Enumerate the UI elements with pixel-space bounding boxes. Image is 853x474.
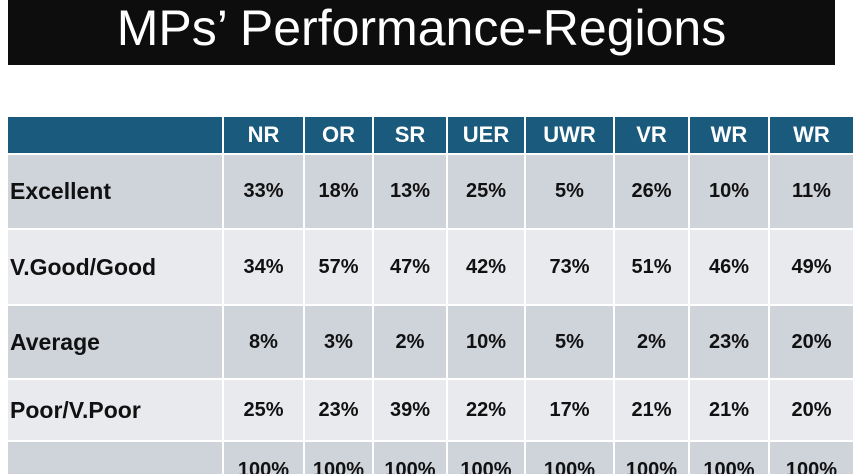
table-header-row: NR OR SR UER UWR VR WR WR	[8, 117, 853, 155]
total-value: 100%	[460, 459, 512, 474]
table-row-poor-vpoor: Poor/V.Poor 25% 23% 39% 22% 17% 21% 21% …	[8, 380, 853, 442]
table-cell: 5%	[526, 155, 615, 230]
header-cell-uwr: UWR	[526, 117, 615, 155]
header-corner-cell	[8, 117, 224, 155]
table-cell: 100%	[615, 442, 690, 474]
table-cell: 11%	[770, 155, 853, 230]
table-cell: 23%	[305, 380, 374, 442]
row-label: Poor/V.Poor	[8, 380, 224, 442]
header-cell-or: OR	[305, 117, 374, 155]
row-label: Average	[8, 306, 224, 380]
table-cell: 23%	[690, 306, 770, 380]
table-row-average: Average 8% 3% 2% 10% 5% 2% 23% 20%	[8, 306, 853, 380]
table-cell: 21%	[690, 380, 770, 442]
table-row-vgood-good: V.Good/Good 34% 57% 47% 42% 73% 51% 46% …	[8, 230, 853, 306]
header-cell-wr-2: WR	[770, 117, 853, 155]
table-cell: 51%	[615, 230, 690, 306]
table-row-excellent: Excellent 33% 18% 13% 25% 5% 26% 10% 11%	[8, 155, 853, 230]
header-cell-uer: UER	[448, 117, 526, 155]
table-cell: 22%	[448, 380, 526, 442]
table-cell: 100%	[224, 442, 305, 474]
slide-title: MPs’ Performance-Regions	[116, 0, 727, 56]
table-row-total: 100% 100% 100% 100% 100% 100% 100% 100%	[8, 442, 853, 474]
total-value: 100%	[237, 459, 290, 474]
header-cell-vr: VR	[615, 117, 690, 155]
table-cell: 100%	[374, 442, 448, 474]
total-value: 100%	[384, 459, 436, 474]
table-cell: 20%	[770, 380, 853, 442]
table-cell: 42%	[448, 230, 526, 306]
table-cell: 20%	[770, 306, 853, 380]
total-value: 100%	[625, 459, 678, 474]
total-value: 100%	[785, 459, 838, 474]
table-cell: 25%	[448, 155, 526, 230]
title-bar: MPs’ Performance-Regions	[8, 0, 835, 65]
row-label: Excellent	[8, 155, 224, 230]
table-cell: 2%	[615, 306, 690, 380]
total-value: 100%	[312, 459, 365, 474]
table-cell: 100%	[770, 442, 853, 474]
table-cell: 100%	[305, 442, 374, 474]
header-cell-wr: WR	[690, 117, 770, 155]
table-cell: 21%	[615, 380, 690, 442]
table-cell: 8%	[224, 306, 305, 380]
total-value: 100%	[703, 459, 755, 474]
row-label: V.Good/Good	[8, 230, 224, 306]
row-label	[8, 442, 224, 474]
table-cell: 25%	[224, 380, 305, 442]
performance-table: NR OR SR UER UWR VR WR WR Excellent 33% …	[8, 117, 853, 474]
table-cell: 13%	[374, 155, 448, 230]
table-cell: 3%	[305, 306, 374, 380]
table-cell: 100%	[448, 442, 526, 474]
table-cell: 73%	[526, 230, 615, 306]
table-cell: 10%	[448, 306, 526, 380]
total-value: 100%	[543, 459, 596, 474]
table-cell: 17%	[526, 380, 615, 442]
table-cell: 39%	[374, 380, 448, 442]
header-cell-nr: NR	[224, 117, 305, 155]
table-cell: 18%	[305, 155, 374, 230]
table-cell: 34%	[224, 230, 305, 306]
table-cell: 10%	[690, 155, 770, 230]
table-cell: 49%	[770, 230, 853, 306]
table-cell: 47%	[374, 230, 448, 306]
table-cell: 26%	[615, 155, 690, 230]
table-cell: 46%	[690, 230, 770, 306]
header-cell-sr: SR	[374, 117, 448, 155]
table-cell: 100%	[690, 442, 770, 474]
table-cell: 33%	[224, 155, 305, 230]
table-cell: 100%	[526, 442, 615, 474]
table-cell: 2%	[374, 306, 448, 380]
table-cell: 5%	[526, 306, 615, 380]
table-cell: 57%	[305, 230, 374, 306]
